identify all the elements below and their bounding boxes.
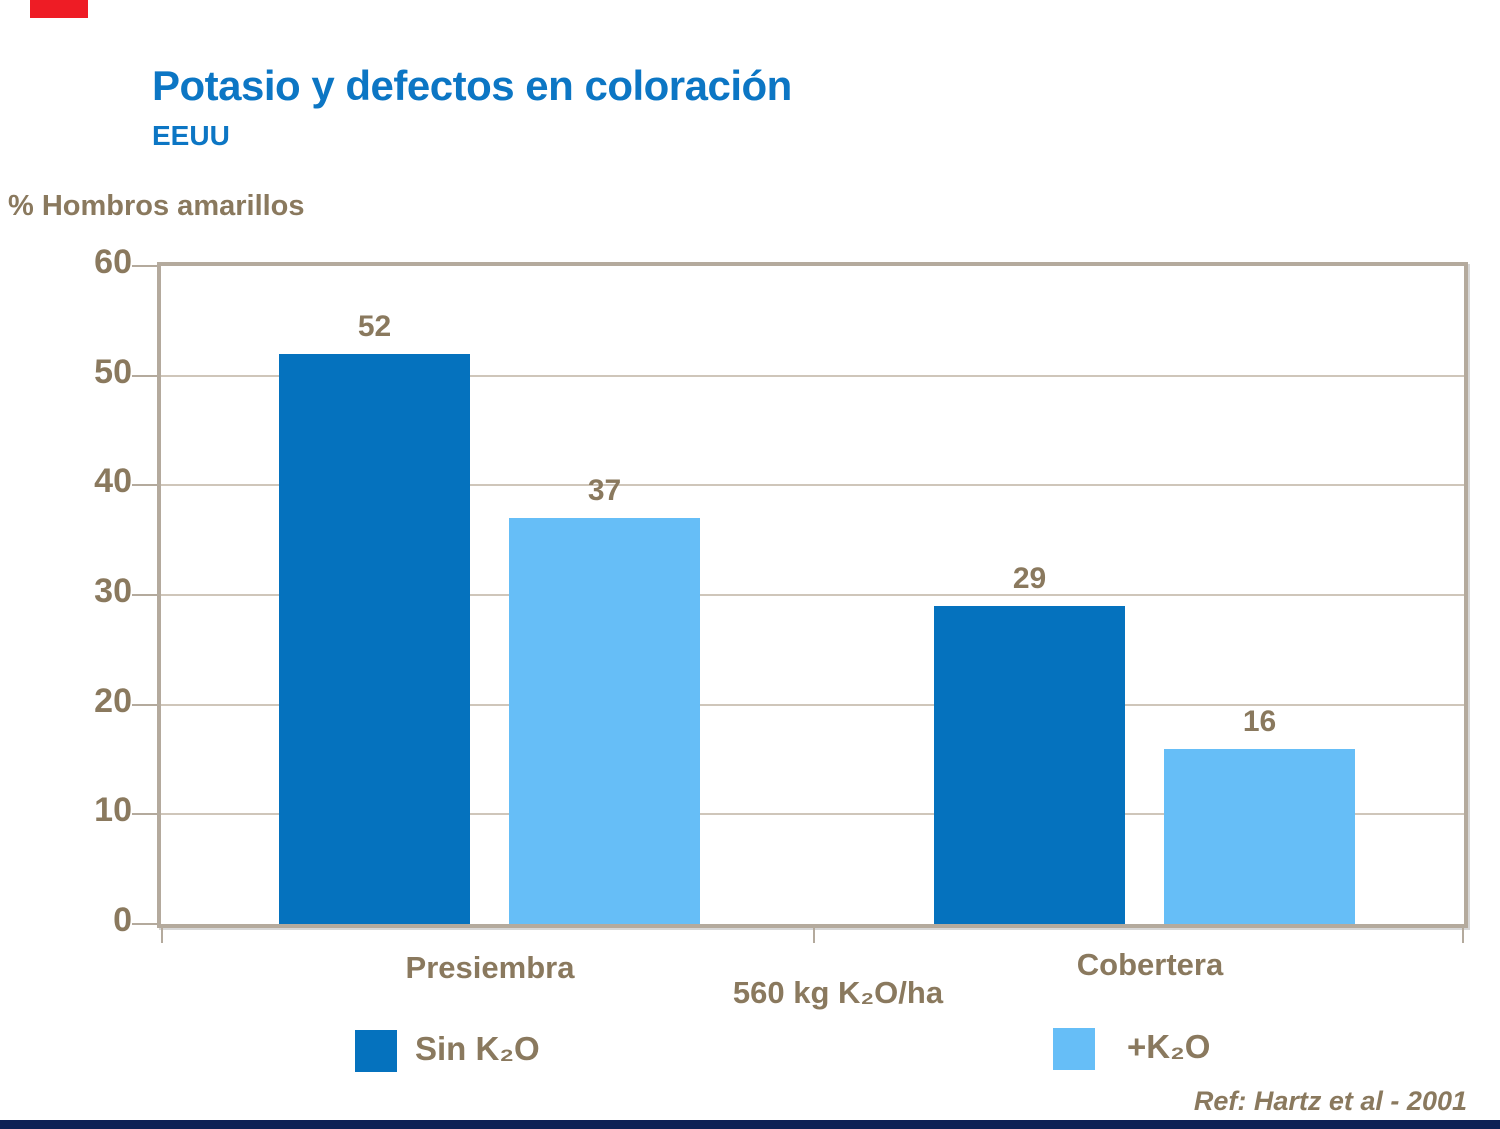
y-tick-mark-40: [132, 484, 157, 486]
bar-value-label-52: 52: [357, 310, 392, 343]
bar-value-label-37: 37: [587, 474, 622, 507]
y-tick-label-50: 50: [94, 353, 132, 391]
x-category-label-cobertera: Cobertera: [1076, 947, 1224, 982]
slide-footer-navy-bar: [0, 1120, 1500, 1129]
gridline-y30: [161, 594, 1464, 596]
x-tick-mark-1: [813, 928, 815, 943]
gridline-y50: [161, 375, 1464, 377]
y-tick-mark-0: [132, 923, 157, 925]
bar-cobertera-plus-k2o: [1164, 749, 1355, 924]
bar-presiembra-plus-k2o: [509, 518, 700, 924]
bar-value-label-16: 16: [1242, 705, 1277, 738]
y-tick-label-10: 10: [94, 791, 132, 829]
page-title: Potasio y defectos en coloración: [152, 62, 792, 109]
y-tick-label-20: 20: [94, 682, 132, 720]
y-tick-mark-10: [132, 813, 157, 815]
y-tick-mark-30: [132, 594, 157, 596]
x-tick-mark-2: [1462, 928, 1464, 943]
y-axis: 0 10 20 30 40 50 60: [40, 245, 132, 937]
bar-presiembra-sin-k2o: [279, 354, 470, 924]
slide-accent-red-bar: [30, 0, 88, 18]
y-axis-title: % Hombros amarillos: [8, 190, 305, 222]
x-tick-mark-0: [161, 928, 163, 943]
reference-citation: Ref: Hartz et al - 2001: [1193, 1086, 1467, 1116]
y-tick-label-40: 40: [94, 462, 132, 500]
y-tick-mark-20: [132, 704, 157, 706]
legend-label-sin-k2o: Sin K₂O: [415, 1030, 540, 1067]
legend-swatch-plus-k2o: [1053, 1028, 1095, 1070]
page-subtitle: EEUU: [152, 120, 230, 151]
y-tick-mark-50: [132, 375, 157, 377]
gridline-y10: [161, 813, 1464, 815]
y-tick-label-0: 0: [113, 901, 132, 939]
bar-value-label-29: 29: [1012, 562, 1047, 595]
legend-swatch-sin-k2o: [355, 1030, 397, 1072]
gridline-y20: [161, 704, 1464, 706]
legend-label-plus-k2o: +K₂O: [1127, 1028, 1211, 1065]
gridline-y40: [161, 484, 1464, 486]
x-axis-center-label: 560 kg K₂O/ha: [732, 975, 944, 1010]
bar-cobertera-sin-k2o: [934, 606, 1125, 924]
x-category-label-presiembra: Presiembra: [405, 950, 575, 985]
y-tick-label-60: 60: [94, 243, 132, 281]
y-tick-mark-60: [132, 265, 157, 267]
plot-area: 52 29 37 16: [132, 262, 1468, 943]
y-tick-label-30: 30: [94, 572, 132, 610]
